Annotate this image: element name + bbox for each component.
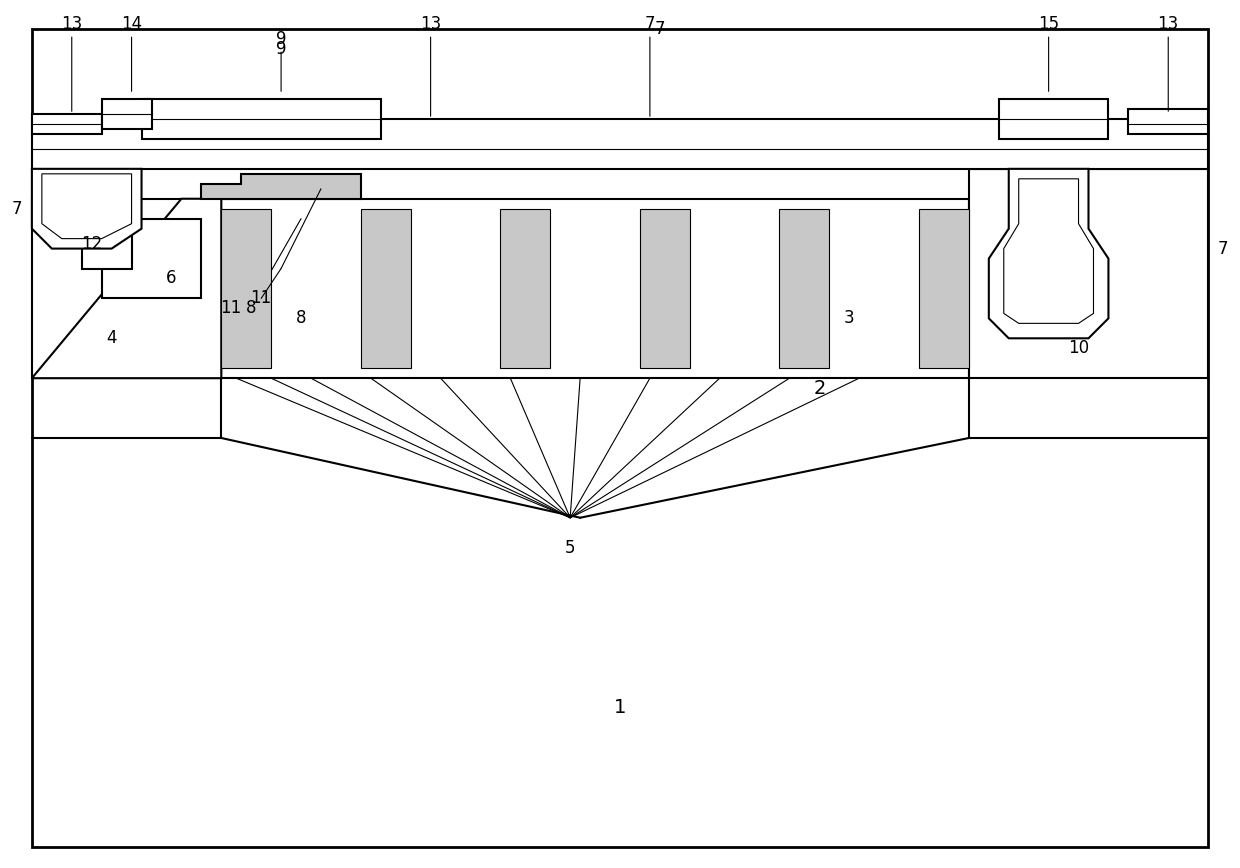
Text: 11: 11 (221, 299, 242, 318)
Bar (32, 114, 102, 134)
Text: 8: 8 (246, 299, 257, 318)
Bar (998, 99, 1109, 139)
Text: 7: 7 (655, 20, 665, 38)
Bar (141, 99, 381, 139)
Text: 2: 2 (813, 378, 826, 398)
Text: 14: 14 (122, 16, 143, 33)
Bar (919, 208, 968, 368)
Text: 6: 6 (166, 269, 176, 287)
Polygon shape (988, 169, 1109, 339)
Bar (1128, 109, 1208, 134)
Text: 13: 13 (1158, 16, 1179, 33)
Bar (102, 219, 201, 299)
Bar (82, 228, 131, 268)
Bar (221, 199, 968, 378)
Bar (640, 208, 689, 368)
Text: 12: 12 (81, 234, 103, 253)
Text: 5: 5 (565, 539, 575, 556)
Text: 7: 7 (11, 200, 22, 218)
Text: 9: 9 (275, 30, 286, 49)
Text: 8: 8 (296, 309, 306, 327)
Bar (32, 199, 221, 378)
Polygon shape (32, 169, 141, 248)
Text: 13: 13 (61, 16, 82, 33)
Bar (221, 208, 272, 368)
Text: 10: 10 (1068, 339, 1089, 358)
Text: 11: 11 (250, 289, 272, 307)
Text: 7: 7 (1218, 240, 1229, 258)
Text: 13: 13 (420, 16, 441, 33)
Text: 7: 7 (645, 16, 655, 33)
Text: 4: 4 (107, 329, 117, 347)
Bar (780, 208, 830, 368)
Bar (968, 169, 1208, 378)
Bar (32, 119, 1208, 169)
Text: 1: 1 (614, 698, 626, 717)
Bar (501, 208, 551, 368)
Bar (102, 99, 151, 129)
Polygon shape (201, 174, 361, 199)
Polygon shape (32, 199, 221, 378)
Polygon shape (1003, 179, 1094, 324)
Text: 9: 9 (275, 40, 286, 58)
Text: 15: 15 (1038, 16, 1059, 33)
Text: 3: 3 (844, 309, 854, 327)
Bar (361, 208, 410, 368)
Polygon shape (42, 174, 131, 239)
